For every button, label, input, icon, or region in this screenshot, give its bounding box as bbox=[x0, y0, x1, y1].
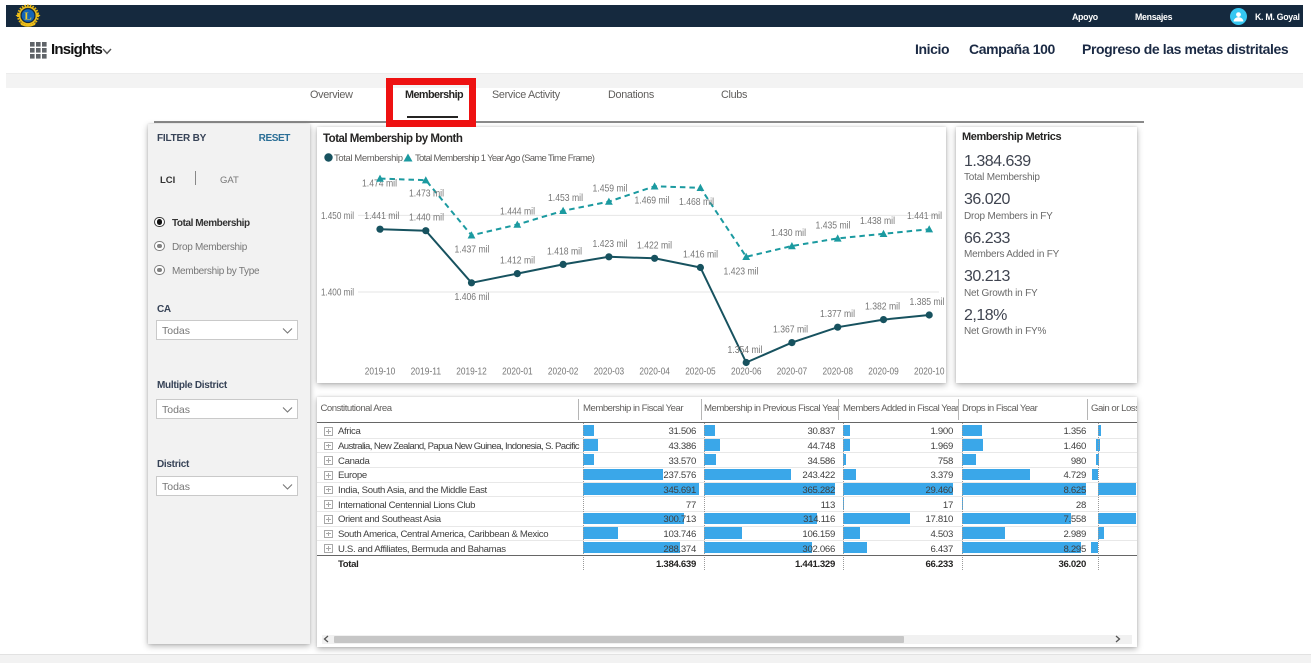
svg-text:2020-08: 2020-08 bbox=[823, 365, 854, 377]
svg-text:2020-07: 2020-07 bbox=[777, 365, 808, 377]
svg-text:2020-10: 2020-10 bbox=[914, 365, 945, 377]
svg-text:2020-06: 2020-06 bbox=[731, 365, 762, 377]
svg-text:2020-01: 2020-01 bbox=[502, 365, 533, 377]
svg-text:1.441 mil: 1.441 mil bbox=[907, 211, 942, 222]
svg-text:1.459 mil: 1.459 mil bbox=[593, 184, 628, 195]
svg-text:1.469 mil: 1.469 mil bbox=[635, 196, 670, 207]
svg-text:1.377 mil: 1.377 mil bbox=[820, 309, 855, 320]
svg-text:1.422 mil: 1.422 mil bbox=[637, 240, 672, 251]
svg-text:1.400 mil: 1.400 mil bbox=[321, 288, 354, 299]
svg-text:1.382 mil: 1.382 mil bbox=[865, 302, 900, 313]
svg-text:1.435 mil: 1.435 mil bbox=[816, 220, 851, 231]
svg-text:1.474 mil: 1.474 mil bbox=[362, 179, 397, 190]
svg-text:2020-04: 2020-04 bbox=[639, 365, 670, 377]
svg-text:2019-12: 2019-12 bbox=[456, 365, 487, 377]
svg-text:1.444 mil: 1.444 mil bbox=[500, 207, 535, 218]
svg-text:1.453 mil: 1.453 mil bbox=[548, 193, 583, 204]
svg-text:2020-09: 2020-09 bbox=[868, 365, 899, 377]
svg-text:1.354 mil: 1.354 mil bbox=[728, 345, 763, 356]
svg-text:1.437 mil: 1.437 mil bbox=[455, 244, 490, 255]
svg-text:1.412 mil: 1.412 mil bbox=[500, 256, 535, 267]
svg-text:L: L bbox=[24, 11, 31, 23]
svg-text:2019-11: 2019-11 bbox=[411, 365, 442, 377]
svg-text:1.385 mil: 1.385 mil bbox=[910, 297, 945, 308]
svg-text:1.441 mil: 1.441 mil bbox=[364, 211, 399, 222]
svg-text:1.406 mil: 1.406 mil bbox=[455, 292, 490, 303]
svg-text:1.430 mil: 1.430 mil bbox=[771, 228, 806, 239]
svg-text:1.423 mil: 1.423 mil bbox=[593, 239, 628, 250]
svg-text:1.450 mil: 1.450 mil bbox=[321, 211, 354, 222]
svg-text:1.416 mil: 1.416 mil bbox=[683, 250, 718, 261]
svg-text:1.367 mil: 1.367 mil bbox=[773, 325, 808, 336]
svg-text:2020-02: 2020-02 bbox=[548, 365, 579, 377]
svg-text:1.423 mil: 1.423 mil bbox=[724, 267, 759, 278]
svg-text:1.438 mil: 1.438 mil bbox=[860, 216, 895, 227]
svg-text:2019-10: 2019-10 bbox=[365, 365, 396, 377]
svg-text:2020-05: 2020-05 bbox=[685, 365, 716, 377]
svg-text:1.473 mil: 1.473 mil bbox=[409, 189, 444, 200]
svg-text:1.440 mil: 1.440 mil bbox=[409, 213, 444, 224]
svg-text:1.468 mil: 1.468 mil bbox=[679, 197, 714, 208]
svg-text:1.418 mil: 1.418 mil bbox=[547, 246, 582, 257]
svg-text:2020-03: 2020-03 bbox=[594, 365, 625, 377]
